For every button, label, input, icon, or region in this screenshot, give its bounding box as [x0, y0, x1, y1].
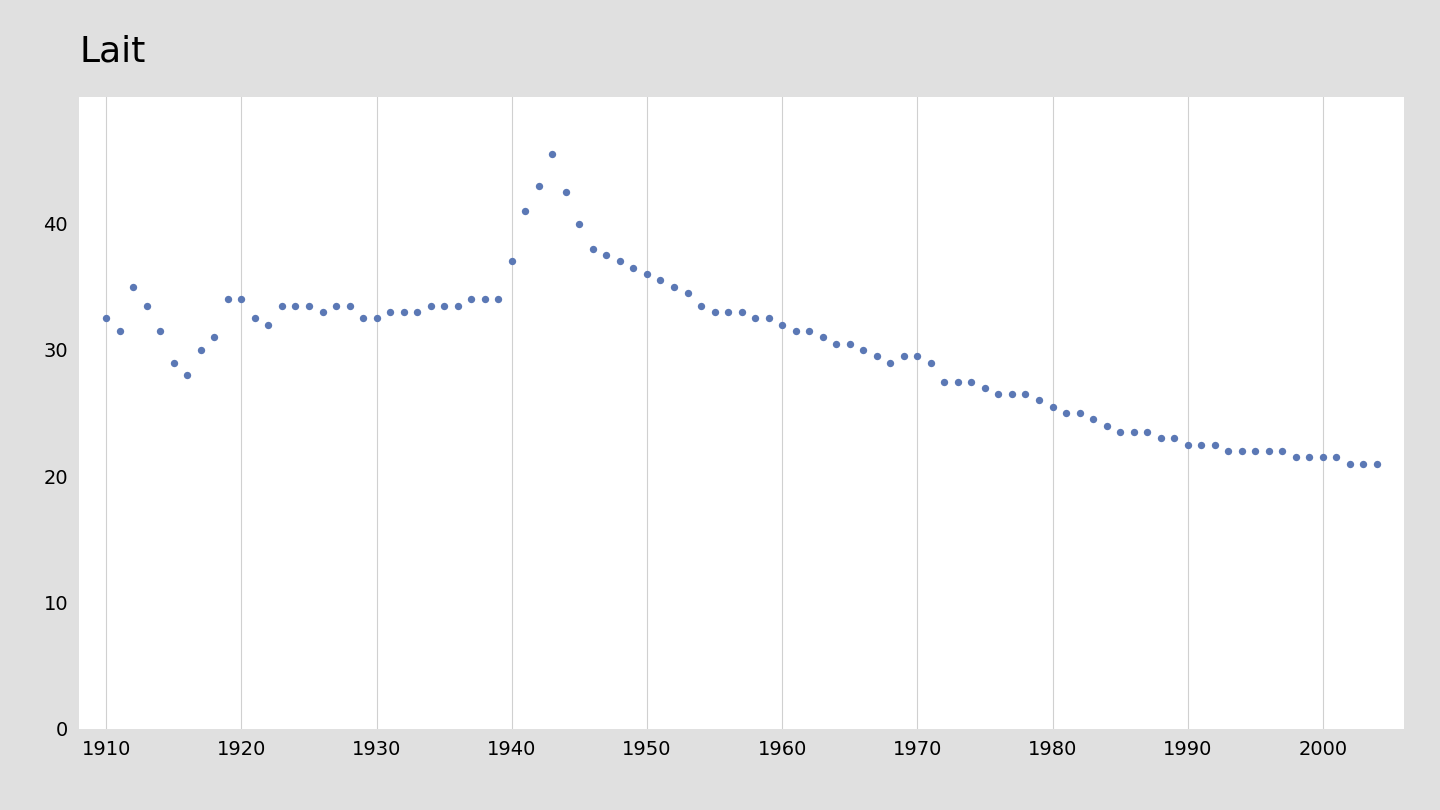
Point	[298, 299, 321, 312]
Point	[838, 337, 861, 350]
Point	[595, 249, 618, 262]
Point	[825, 337, 848, 350]
Point	[311, 305, 334, 318]
Point	[865, 350, 888, 363]
Point	[148, 325, 171, 338]
Point	[1312, 451, 1335, 464]
Point	[986, 388, 1009, 401]
Point	[1176, 438, 1200, 451]
Point	[230, 293, 253, 306]
Point	[1217, 445, 1240, 458]
Point	[973, 382, 996, 394]
Point	[1136, 425, 1159, 438]
Point	[271, 299, 294, 312]
Point	[1365, 457, 1388, 470]
Point	[1054, 407, 1077, 420]
Point	[514, 204, 537, 217]
Point	[1244, 445, 1267, 458]
Point	[730, 305, 753, 318]
Point	[256, 318, 279, 331]
Point	[1272, 445, 1295, 458]
Point	[785, 325, 808, 338]
Point	[1352, 457, 1375, 470]
Point	[649, 274, 672, 287]
Point	[1149, 432, 1172, 445]
Point	[487, 293, 510, 306]
Point	[1122, 425, 1145, 438]
Point	[1257, 445, 1280, 458]
Point	[770, 318, 793, 331]
Point	[432, 299, 455, 312]
Point	[243, 312, 266, 325]
Point	[500, 255, 523, 268]
Point	[527, 179, 550, 192]
Point	[189, 343, 212, 356]
Point	[446, 299, 469, 312]
Point	[675, 287, 698, 300]
Point	[1189, 438, 1212, 451]
Point	[1068, 407, 1092, 420]
Point	[960, 375, 984, 388]
Point	[703, 305, 726, 318]
Point	[582, 242, 605, 255]
Point	[366, 312, 389, 325]
Point	[216, 293, 239, 306]
Point	[919, 356, 942, 369]
Point	[609, 255, 632, 268]
Point	[851, 343, 874, 356]
Point	[1162, 432, 1185, 445]
Point	[662, 280, 685, 293]
Point	[567, 217, 590, 230]
Point	[459, 293, 482, 306]
Point	[324, 299, 347, 312]
Point	[933, 375, 956, 388]
Point	[811, 330, 834, 343]
Point	[1109, 425, 1132, 438]
Point	[1284, 451, 1308, 464]
Point	[108, 325, 131, 338]
Point	[176, 369, 199, 382]
Point	[419, 299, 442, 312]
Point	[163, 356, 186, 369]
Point	[1081, 413, 1104, 426]
Point	[690, 299, 713, 312]
Point	[1014, 388, 1037, 401]
Point	[392, 305, 415, 318]
Point	[743, 312, 766, 325]
Point	[906, 350, 929, 363]
Point	[379, 305, 402, 318]
Point	[351, 312, 374, 325]
Point	[893, 350, 916, 363]
Point	[622, 262, 645, 275]
Point	[541, 147, 564, 160]
Point	[757, 312, 780, 325]
Point	[1338, 457, 1361, 470]
Point	[1028, 394, 1051, 407]
Point	[474, 293, 497, 306]
Point	[1297, 451, 1320, 464]
Point	[1230, 445, 1253, 458]
Point	[284, 299, 307, 312]
Point	[406, 305, 429, 318]
Point	[554, 185, 577, 198]
Point	[122, 280, 145, 293]
Point	[1204, 438, 1227, 451]
Point	[1041, 400, 1064, 413]
Point	[135, 299, 158, 312]
Point	[1325, 451, 1348, 464]
Point	[95, 312, 118, 325]
Point	[1001, 388, 1024, 401]
Point	[338, 299, 361, 312]
Point	[1094, 420, 1117, 433]
Point	[203, 330, 226, 343]
Text: Lait: Lait	[79, 35, 145, 69]
Point	[717, 305, 740, 318]
Point	[798, 325, 821, 338]
Point	[635, 267, 658, 280]
Point	[946, 375, 969, 388]
Point	[878, 356, 901, 369]
